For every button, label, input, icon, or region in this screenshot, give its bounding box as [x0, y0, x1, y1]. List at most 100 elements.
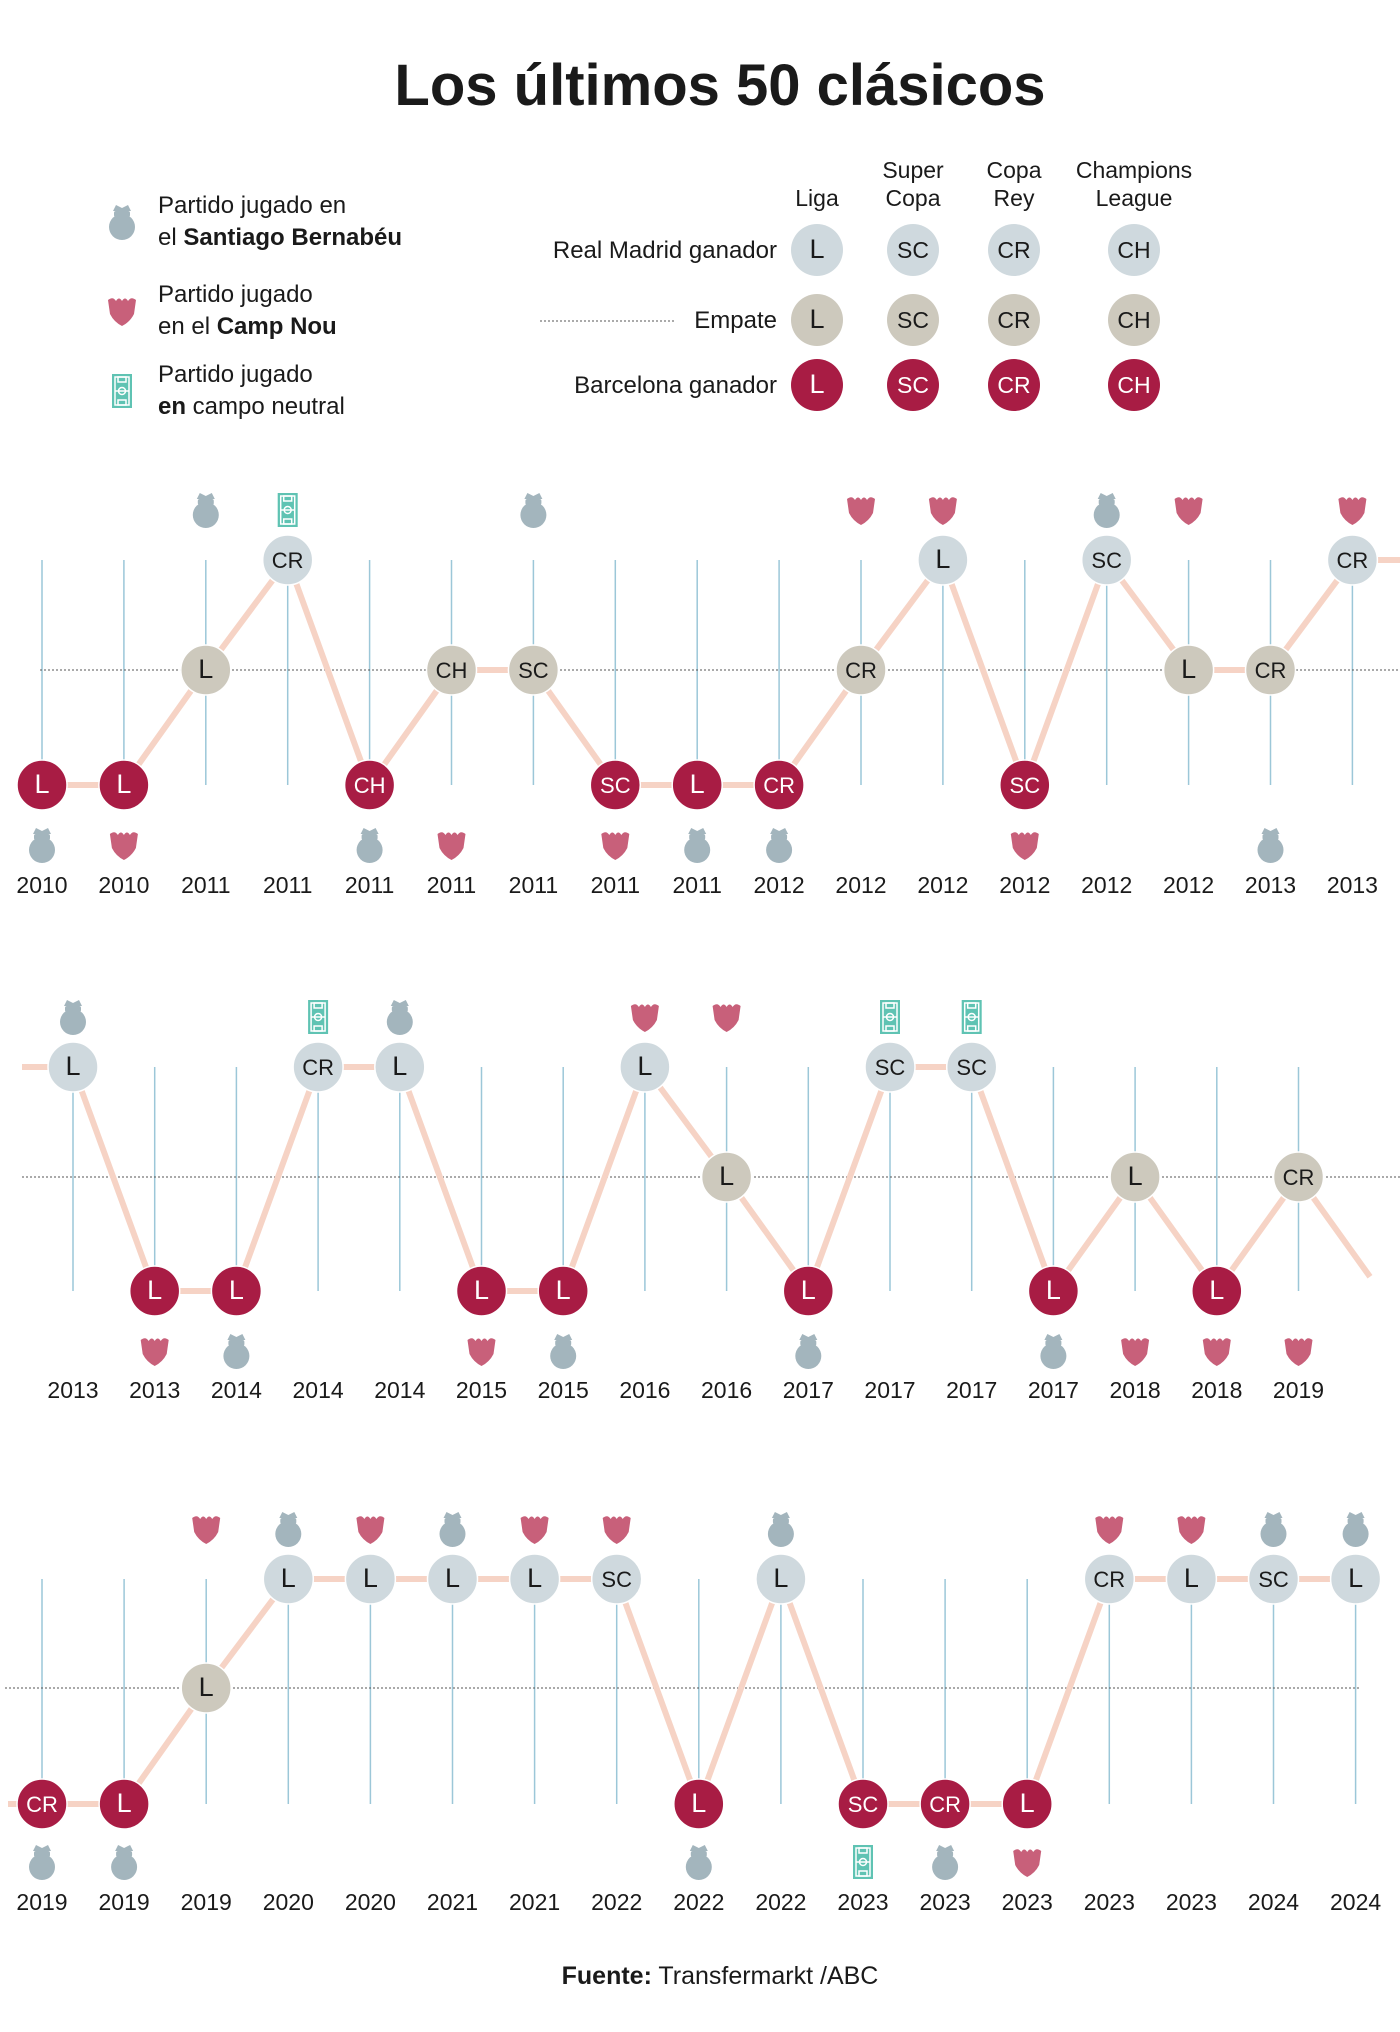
match-comp-label: SC [1010, 773, 1041, 798]
match-marker: L [1109, 1151, 1161, 1203]
barcelona-shield-icon [712, 1004, 741, 1032]
match-rows: L L L CR CH CH SC SC L CR CR L SC SC L CR CR 2010 2010 2011… [5, 493, 1400, 1915]
match-marker: L [98, 1778, 150, 1830]
match-comp-label: CR [1283, 1165, 1315, 1190]
match-year-label: 2014 [374, 1377, 425, 1403]
match-comp-label: L [1348, 1563, 1363, 1593]
match-year-label: 2019 [16, 1889, 67, 1915]
barcelona-shield-icon [467, 1338, 496, 1366]
bernabeu-trophy-icon [550, 1334, 577, 1369]
barcelona-shield-icon [1013, 1849, 1042, 1877]
match-comp-label: SC [518, 658, 549, 683]
match-year-label: 2012 [999, 872, 1050, 898]
match-comp-label: SC [1091, 548, 1122, 573]
match-marker: L [16, 759, 68, 811]
match-comp-label: CH [436, 658, 468, 683]
bernabeu-trophy-icon [1093, 493, 1120, 528]
bernabeu-trophy-icon [766, 828, 793, 863]
match-marker: L [700, 1151, 753, 1203]
venue-legend-line1: Partido jugado [158, 281, 313, 308]
match-marker: SC [837, 1778, 889, 1830]
bernabeu-trophy-icon [767, 1512, 794, 1547]
bernabeu-trophy-icon [356, 828, 383, 863]
match-comp-label: L [147, 1275, 162, 1305]
match-year-label: 2019 [99, 1889, 150, 1915]
barcelona-shield-icon [520, 1516, 549, 1544]
barcelona-shield-icon [601, 832, 630, 860]
bernabeu-trophy-icon [439, 1512, 466, 1547]
match-comp-label: L [117, 1788, 132, 1818]
match-marker: L [98, 759, 150, 811]
source-note: Fuente: Transfermarkt /ABC [0, 1962, 1400, 1991]
match-marker: L [917, 534, 969, 586]
match-comp-label: CR [1337, 548, 1369, 573]
match-year-label: 2012 [754, 872, 805, 898]
match-year-label: 2020 [263, 1889, 314, 1915]
match-marker: L [455, 1265, 508, 1317]
svg-text:CR: CR [997, 237, 1030, 263]
barcelona-shield-icon [108, 298, 136, 326]
legend-marker-fcb-CR: CR [988, 359, 1040, 411]
barcelona-shield-icon [356, 1516, 385, 1544]
match-year-label: 2015 [538, 1377, 589, 1403]
match-comp-label: L [1209, 1275, 1224, 1305]
svg-text:SC: SC [897, 307, 929, 333]
match-year-label: 2013 [129, 1377, 180, 1403]
match-comp-label: L [198, 654, 213, 684]
barcelona-shield-icon [928, 497, 957, 525]
match-marker: CH [343, 759, 396, 811]
match-comp-label: CR [763, 773, 795, 798]
outcome-label-fcb: Barcelona ganador [574, 372, 777, 399]
match-year-label: 2010 [16, 872, 67, 898]
match-year-label: 2011 [591, 872, 640, 898]
match-comp-label: L [229, 1275, 244, 1305]
match-year-label: 2020 [345, 1889, 396, 1915]
match-marker: SC [999, 759, 1051, 811]
match-marker: CR [292, 1041, 344, 1093]
match-year-label: 2019 [1273, 1377, 1324, 1403]
match-marker: SC [589, 759, 642, 811]
match-comp-label: SC [875, 1055, 906, 1080]
svg-text:L: L [809, 369, 824, 399]
match-marker: CR [16, 1778, 68, 1830]
bernabeu-trophy-icon [684, 828, 711, 863]
match-year-label: 2024 [1248, 1889, 1299, 1915]
bernabeu-trophy-icon [29, 828, 55, 863]
bernabeu-trophy-icon [795, 1334, 822, 1369]
match-marker: CR [261, 534, 314, 586]
match-row-1: L L L CR CH CH SC SC L CR CR L SC SC L CR CR 2010 2010 2011… [16, 493, 1400, 898]
match-comp-label: L [690, 769, 705, 799]
match-row-2: L L L CR L L L L L L SC SC L L L CR 2013 2013 2014 2014 2014… [22, 1000, 1400, 1403]
barcelona-shield-icon [602, 1516, 631, 1544]
legend-marker-draw-SC: SC [887, 294, 939, 346]
venue-legend: Partido jugado en el Santiago Bernabéu Par… [108, 192, 402, 420]
match-marker: SC [945, 1041, 998, 1093]
barcelona-shield-icon [1338, 497, 1367, 525]
match-year-label: 2017 [1028, 1377, 1079, 1403]
match-comp-label: SC [1258, 1567, 1289, 1592]
bernabeu-trophy-icon [520, 493, 547, 528]
match-comp-label: CH [354, 773, 386, 798]
bernabeu-trophy-icon [192, 493, 219, 528]
bernabeu-trophy-icon [275, 1512, 302, 1547]
match-marker: L [180, 644, 232, 696]
match-comp-label: CR [929, 1792, 961, 1817]
legend-marker-fcb-CH: CH [1108, 359, 1160, 411]
barcelona-shield-icon [192, 1516, 221, 1544]
barcelona-shield-icon [1202, 1338, 1231, 1366]
match-marker: L [1191, 1265, 1243, 1317]
legend-marker-draw-CR: CR [988, 294, 1040, 346]
bernabeu-trophy-icon [29, 1845, 55, 1880]
legend-marker-rm-CR: CR [988, 224, 1040, 276]
match-year-label: 2014 [211, 1377, 262, 1403]
match-marker: L [671, 759, 723, 811]
match-marker: L [1329, 1553, 1382, 1605]
match-comp-label: L [1046, 1275, 1061, 1305]
match-comp-label: SC [600, 773, 631, 798]
match-year-label: 2023 [1002, 1889, 1053, 1915]
bernabeu-trophy-icon [386, 1000, 413, 1035]
competition-header-line2: Copa [886, 185, 941, 211]
svg-text:CH: CH [1117, 237, 1150, 263]
match-year-label: 2011 [509, 872, 558, 898]
match-year-label: 2015 [456, 1377, 507, 1403]
